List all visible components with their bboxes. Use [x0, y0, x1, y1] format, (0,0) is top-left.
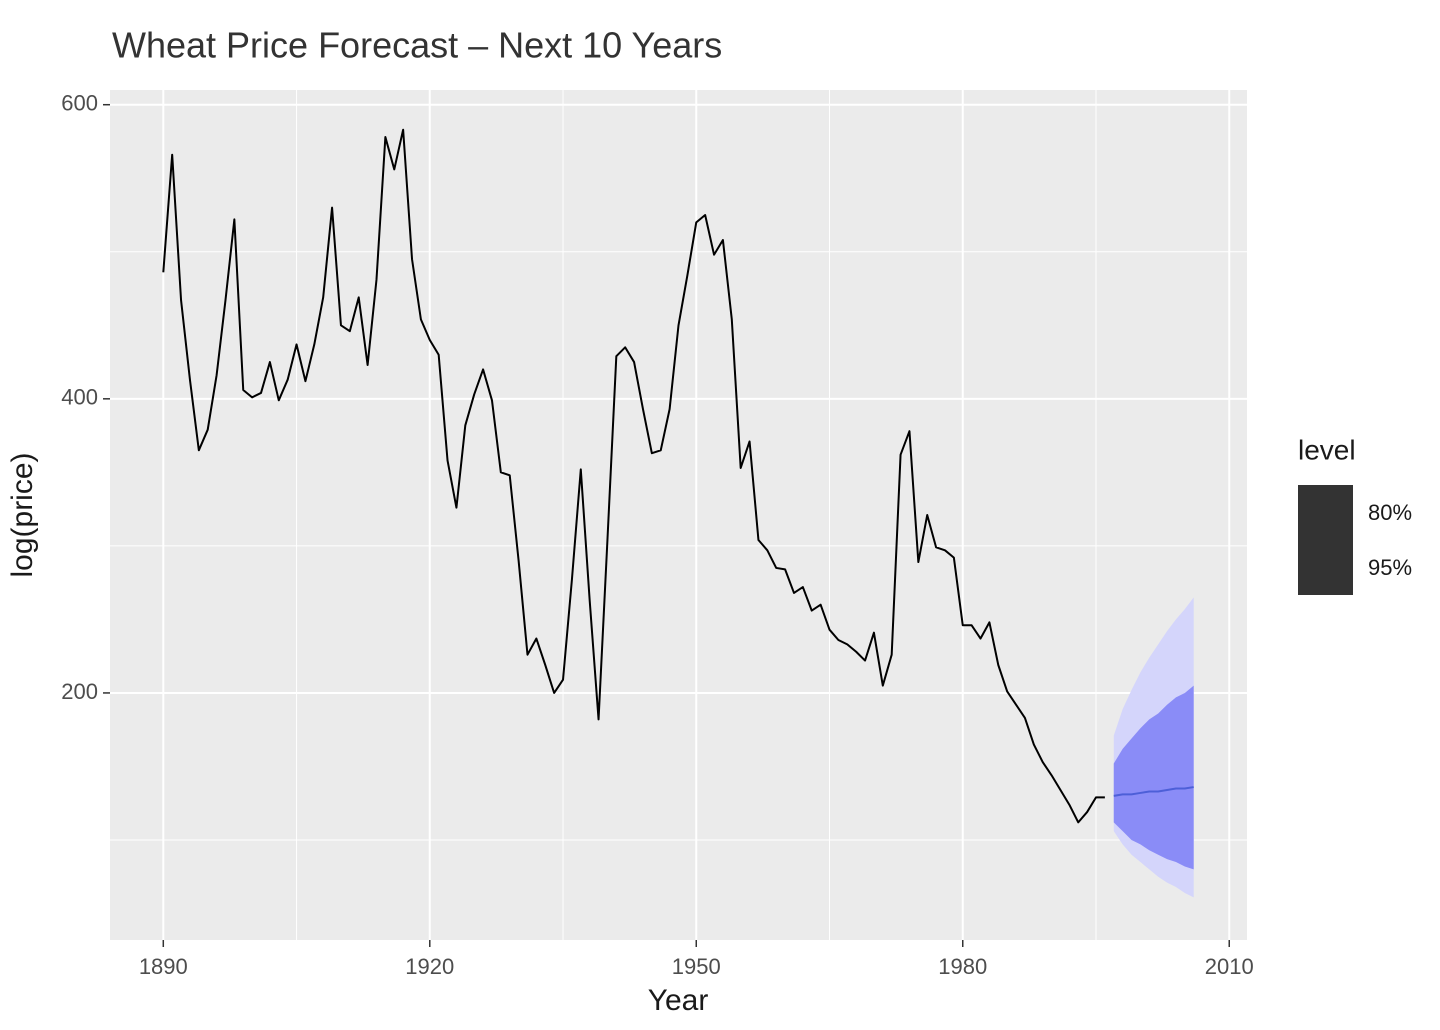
x-tick-label: 1890: [139, 954, 188, 979]
legend-label: 95%: [1368, 555, 1412, 580]
legend-key: [1298, 485, 1353, 540]
y-tick-label: 400: [61, 385, 98, 410]
plot-panel: [110, 90, 1247, 940]
x-tick-label: 1950: [672, 954, 721, 979]
forecast-mean-line: [1113, 786, 1194, 797]
chart-title: Wheat Price Forecast – Next 10 Years: [112, 25, 722, 66]
x-axis-title: Year: [648, 984, 709, 1017]
history-line: [162, 128, 1105, 824]
x-tick-label: 2010: [1205, 954, 1254, 979]
legend-label: 80%: [1368, 500, 1412, 525]
y-tick-label: 200: [61, 679, 98, 704]
legend-title: level: [1298, 434, 1356, 465]
x-tick-label: 1980: [938, 954, 987, 979]
legend-key: [1298, 540, 1353, 595]
legend: level 80% 95%: [1298, 434, 1412, 595]
y-tick-label: 600: [61, 91, 98, 116]
marks: [162, 128, 1194, 898]
axes: 1890 1920 1950 1980 2010 200 400 600: [61, 91, 1253, 979]
forecast-band: [1113, 685, 1194, 870]
grid: [110, 90, 1247, 940]
y-axis-title: log(price): [6, 452, 39, 577]
x-tick-label: 1920: [405, 954, 454, 979]
